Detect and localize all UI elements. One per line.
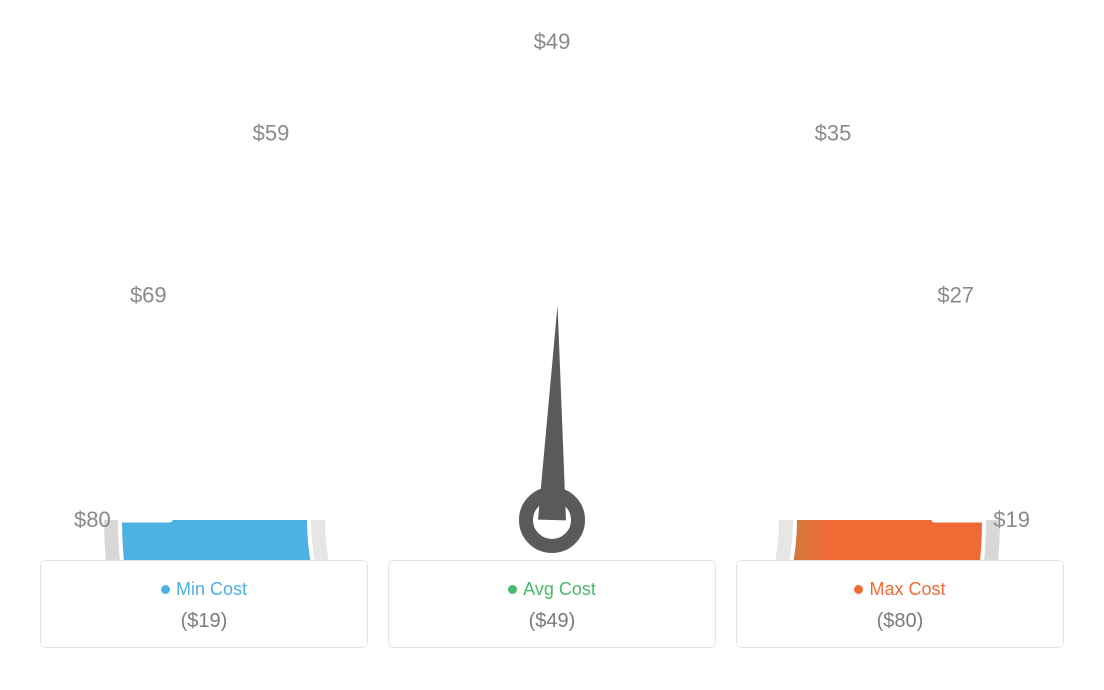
legend-value-min: ($19) (51, 610, 357, 633)
legend-title-avg: Avg Cost (399, 579, 705, 600)
legend-card-min: Min Cost ($19) (40, 560, 368, 648)
dot-icon (508, 585, 517, 594)
legend-label: Max Cost (869, 579, 945, 599)
svg-text:$19: $19 (993, 507, 1030, 532)
dot-icon (854, 585, 863, 594)
svg-text:$69: $69 (130, 283, 167, 308)
svg-text:$59: $59 (253, 120, 290, 145)
svg-text:$49: $49 (534, 29, 571, 54)
legend-title-min: Min Cost (51, 579, 357, 600)
legend-card-max: Max Cost ($80) (736, 560, 1064, 648)
svg-text:$80: $80 (74, 507, 111, 532)
legend-row: Min Cost ($19) Avg Cost ($49) Max Cost (… (0, 560, 1104, 648)
legend-value-max: ($80) (747, 610, 1053, 633)
legend-label: Avg Cost (523, 579, 596, 599)
legend-title-max: Max Cost (747, 579, 1053, 600)
svg-text:$35: $35 (815, 120, 852, 145)
gauge-svg: $19 $27 $35 $49 $59 $69 $80 (0, 0, 1104, 560)
cost-gauge: $19 $27 $35 $49 $59 $69 $80 (0, 0, 1104, 560)
legend-card-avg: Avg Cost ($49) (388, 560, 716, 648)
dot-icon (161, 585, 170, 594)
svg-text:$27: $27 (937, 283, 974, 308)
legend-label: Min Cost (176, 579, 247, 599)
legend-value-avg: ($49) (399, 610, 705, 633)
